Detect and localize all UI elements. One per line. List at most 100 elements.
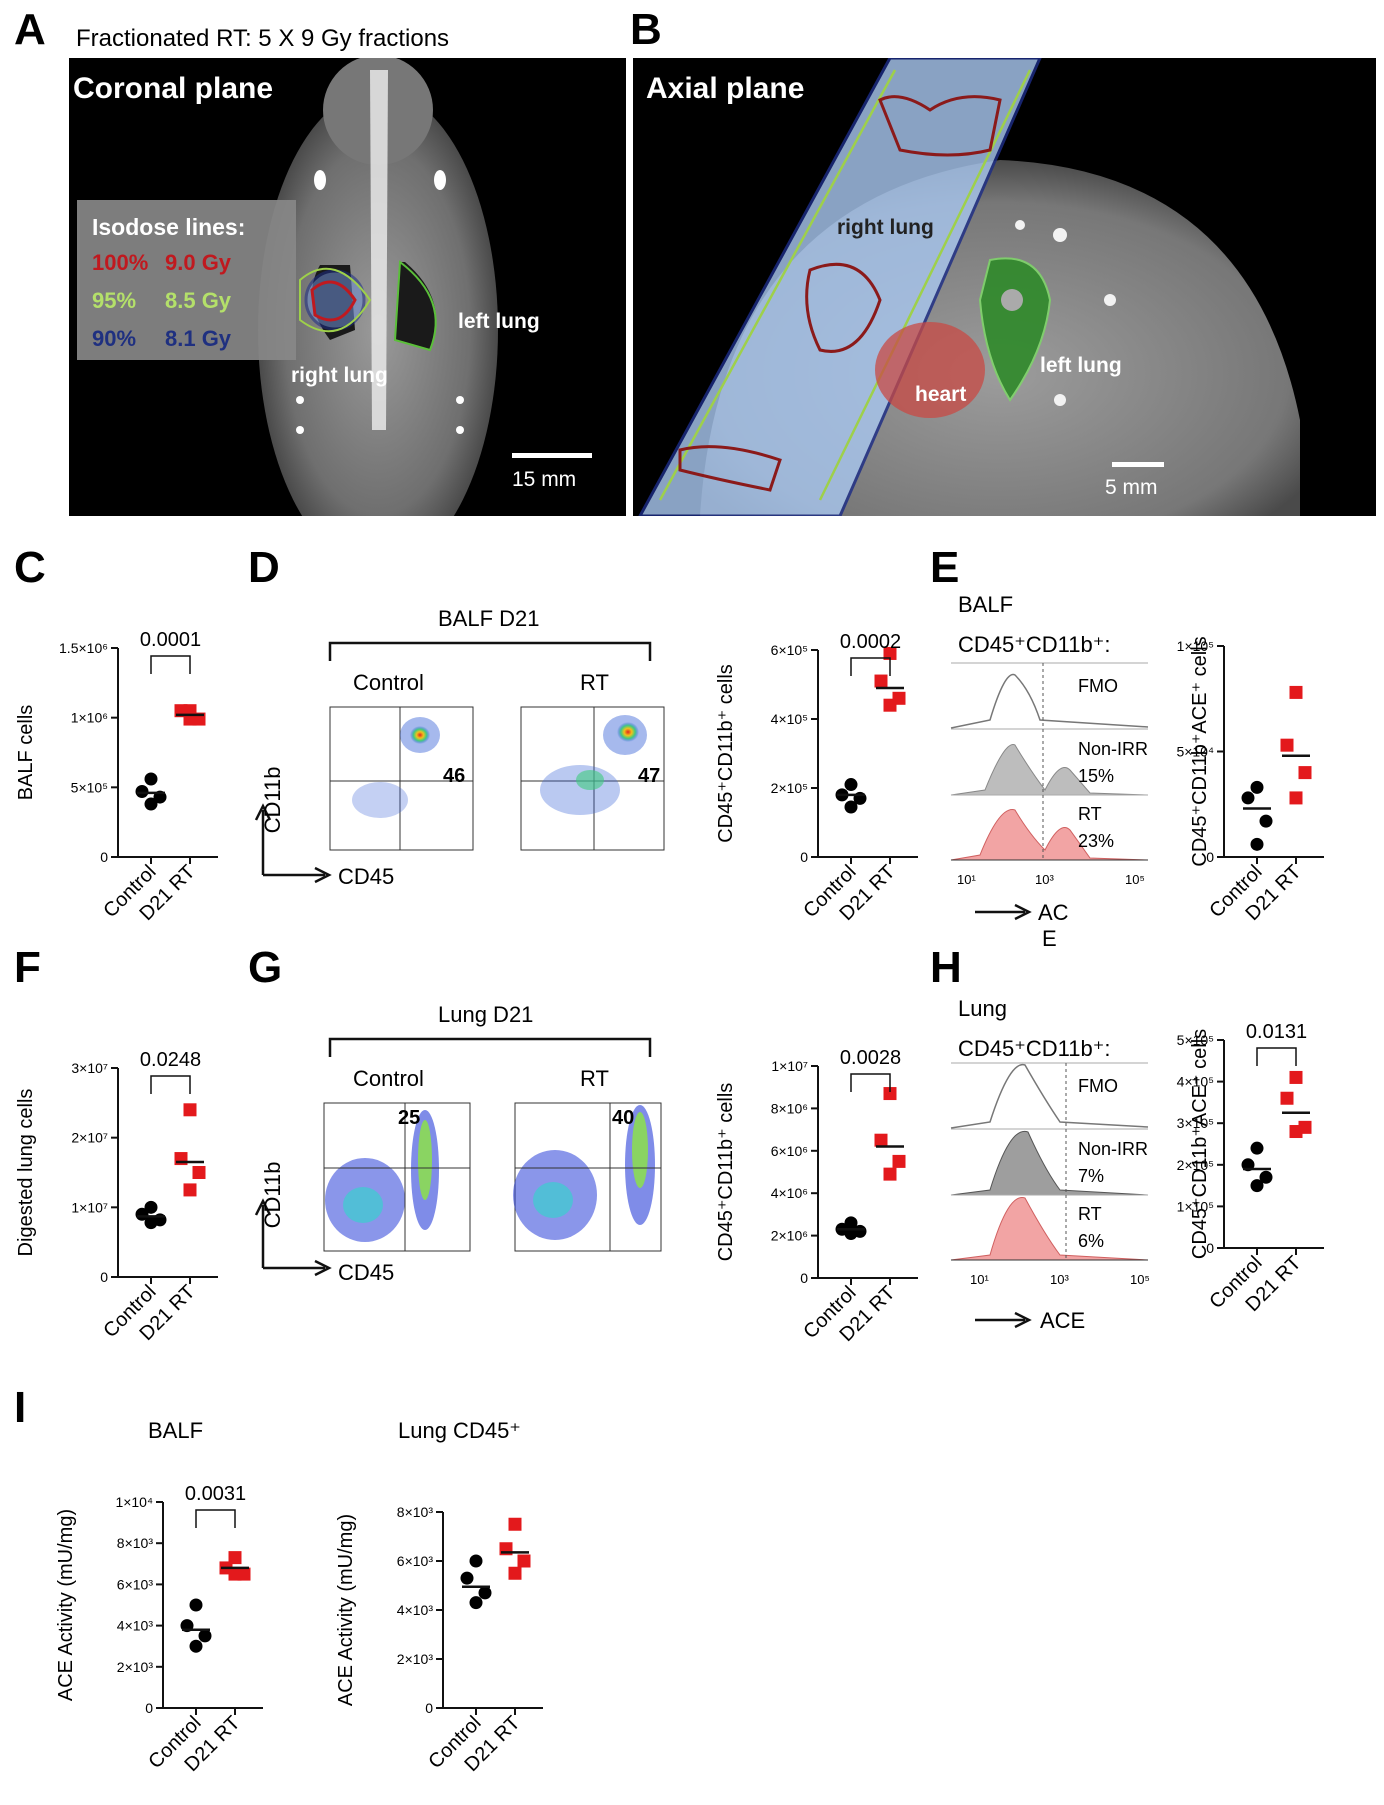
chart-i1-point-rt	[228, 1567, 242, 1581]
chart-d-ytick-label: 0	[800, 849, 808, 865]
chart-c-ytick-label: 1.5×10⁶	[59, 640, 108, 656]
chart-d-point-rt	[883, 698, 897, 712]
chart-h-ytick-label: 4×10⁵	[1177, 1074, 1214, 1090]
flow-g-title: Lung D21	[438, 1002, 533, 1027]
chart-e-point-rt	[1289, 791, 1303, 805]
chart-i1-point-control	[189, 1598, 203, 1612]
hist-h-xtick-1: 10¹	[970, 1272, 989, 1287]
hist-h-xtick-2: 10³	[1050, 1272, 1069, 1287]
flow-d-cond1: Control	[353, 670, 424, 695]
histogram-panel-e: BALF CD45⁺CD11b⁺: FMO Non-IRR 15% RT 23%…	[950, 592, 1149, 951]
panel-i-balf-title: BALF	[148, 1418, 203, 1443]
chart-h-point-rt	[1289, 1125, 1303, 1139]
flow-d-q-control: 46	[443, 765, 465, 787]
chart-e-point-control	[1259, 814, 1273, 828]
hist-e-xlabel2: E	[1042, 926, 1057, 951]
flow-d-bracket	[328, 641, 652, 661]
chart-i1-point-control	[189, 1639, 203, 1653]
axial-scale-label: 5 mm	[1105, 476, 1158, 499]
chart-c-point-control	[135, 785, 149, 799]
chart-g-ytick-label: 0	[800, 1270, 808, 1286]
chart-d-significance-bracket	[850, 657, 891, 676]
flow-d-q-rt: 47	[638, 765, 660, 787]
flow-g-cond2: RT	[580, 1066, 609, 1091]
flow-g-q-rt: 40	[612, 1107, 634, 1129]
chart-g-ytick-label: 6×10⁶	[771, 1143, 808, 1159]
chart-e-point-control	[1241, 791, 1255, 805]
hist-e-nonirr	[950, 744, 1149, 796]
chart-g-point-control	[844, 1216, 858, 1230]
hist-h-row3-pct: 6%	[1078, 1231, 1104, 1251]
hist-h-row2-label: Non-IRR	[1078, 1139, 1148, 1159]
axial-left-lung-label: left lung	[1040, 354, 1122, 377]
chart-g-point-rt	[883, 1167, 897, 1181]
chart-g-ytick-label: 2×10⁶	[771, 1228, 808, 1244]
panel-letter-h: H	[930, 943, 962, 992]
chart-i1-ytick-label: 0	[145, 1700, 153, 1716]
chart-h-ytick-label: 0	[1206, 1240, 1214, 1256]
chart-h-ytick-label: 5×10⁵	[1177, 1032, 1214, 1048]
hist-e-rt	[950, 809, 1149, 861]
flow-panel-d: BALF D21 Control RT 46 47 CD11b CD45	[254, 606, 665, 889]
hist-e-row3-pct: 23%	[1078, 831, 1114, 851]
chart-e-point-control	[1250, 780, 1264, 794]
panel-i-lung-title: Lung CD45⁺	[398, 1418, 521, 1443]
chart-i1-y-label: ACE Activity (mU/mg)	[55, 1509, 77, 1701]
chart-g-point-rt	[883, 1087, 897, 1101]
chart-g-significance-bracket	[850, 1073, 891, 1092]
chart-d-ytick-label: 6×10⁵	[771, 642, 808, 658]
coronal-left-lung-label: left lung	[458, 310, 540, 333]
chart-f-ytick-label: 0	[100, 1269, 108, 1285]
axial-scale-bar	[1112, 462, 1164, 467]
chart-c-point-control	[144, 797, 158, 811]
panel-letter-e: E	[930, 543, 959, 592]
chart-h-ytick-label: 2×10⁵	[1177, 1157, 1214, 1173]
coronal-ct-image: Coronal plane Isodose lines: 100% 9.0 Gy…	[69, 58, 626, 516]
chart-h-point-rt	[1289, 1070, 1303, 1084]
chart-d-pvalue: 0.0002	[840, 631, 901, 653]
coronal-right-lung-label: right lung	[291, 364, 388, 387]
flow-d-title: BALF D21	[438, 606, 540, 631]
chart-e-ytick-label: 5×10⁴	[1176, 744, 1214, 760]
isodose-title: Isodose lines:	[92, 214, 245, 240]
hist-e-xtick-1: 10¹	[957, 872, 976, 887]
chart-i2-point-rt	[517, 1554, 531, 1568]
hist-h-xlabel: ACE	[1040, 1308, 1085, 1333]
chart-i1-ytick-label: 8×10³	[117, 1535, 154, 1551]
hist-e-arrow	[975, 903, 1032, 921]
chart-i2-ytick-label: 8×10³	[397, 1504, 434, 1520]
histogram-panel-h: Lung CD45⁺CD11b⁺: FMO Non-IRR 7% RT 6% 1…	[950, 996, 1150, 1333]
chart-h-significance-bracket	[1256, 1047, 1297, 1066]
chart-i1-point-rt	[228, 1551, 242, 1565]
flow-g-ylabel: CD11b	[260, 1162, 285, 1229]
chart-d-point-rt	[883, 646, 897, 660]
panel-letter-c: C	[14, 543, 46, 592]
chart-c-ytick-label: 0	[100, 849, 108, 865]
hist-h-row1-label: FMO	[1078, 1076, 1118, 1096]
chart-g-y-label: CD45⁺CD11b⁺ cells	[715, 1083, 737, 1262]
chart-f-point-rt	[183, 1183, 197, 1197]
hist-e-fmo	[950, 673, 1149, 729]
chart-h-ytick-label: 3×10⁵	[1177, 1115, 1214, 1131]
chart-g-ytick-label: 4×10⁶	[771, 1185, 808, 1201]
chart-c-significance-bracket	[150, 655, 191, 674]
chart-c-ytick-label: 1×10⁶	[71, 710, 108, 726]
hist-e-xlabel: AC	[1038, 900, 1069, 925]
chart-g-pvalue: 0.0028	[840, 1047, 901, 1069]
panel-letter-i: I	[14, 1383, 26, 1432]
isodose-pct-90: 90%	[92, 326, 136, 351]
flow-g-plot-rt: 40	[513, 1102, 662, 1252]
chart-d-ytick-label: 4×10⁵	[771, 711, 808, 727]
chart-c-ytick-label: 5×10⁵	[71, 779, 108, 795]
panel-letter-d: D	[248, 543, 280, 592]
chart-e-y-label: CD45⁺CD11b⁺ACE⁺ cells	[1189, 636, 1211, 866]
chart-i2-ytick-label: 4×10³	[397, 1602, 434, 1618]
chart-c-point-control	[144, 772, 158, 786]
chart-i1-significance-bracket	[195, 1509, 236, 1528]
hist-h-title2: CD45⁺CD11b⁺:	[958, 1036, 1110, 1061]
chart-f-point-control	[144, 1216, 158, 1230]
chart-i2-ytick-label: 0	[425, 1700, 433, 1716]
chart-h-pvalue: 0.0131	[1246, 1021, 1307, 1043]
hist-e-row2-label: Non-IRR	[1078, 739, 1148, 759]
